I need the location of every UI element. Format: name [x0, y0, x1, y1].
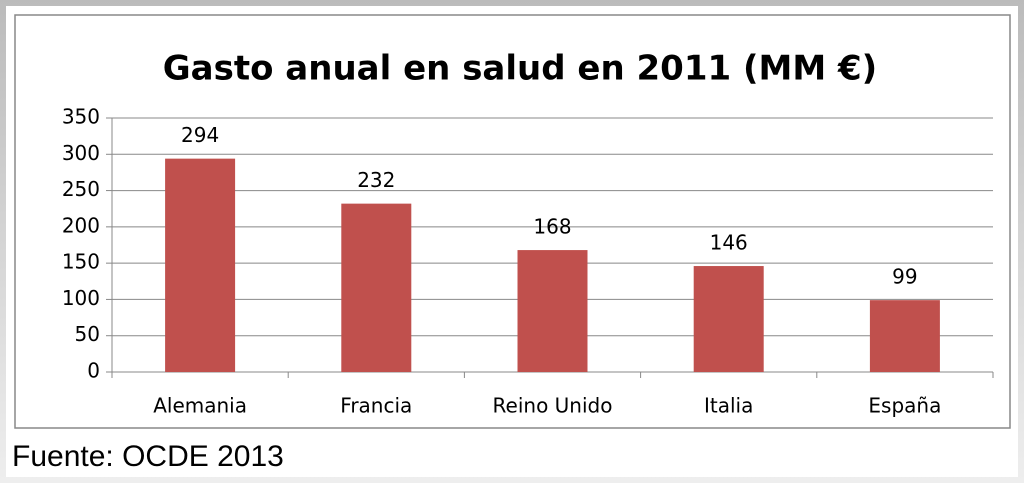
- x-tick-label: España: [868, 394, 941, 418]
- x-tick-label: Reino Unido: [493, 394, 613, 418]
- x-tick-label: Alemania: [153, 394, 247, 418]
- data-label: 99: [892, 265, 917, 289]
- data-label: 232: [357, 168, 395, 192]
- data-label: 294: [181, 123, 219, 147]
- y-tick-label: 200: [62, 213, 100, 237]
- y-tick-label: 50: [75, 322, 100, 346]
- bar: [165, 158, 236, 372]
- y-tick-label: 150: [62, 250, 100, 274]
- chart-title: Gasto anual en salud en 2011 (MM €): [163, 49, 877, 89]
- bar: [341, 203, 412, 372]
- bar: [869, 300, 940, 372]
- y-tick-label: 100: [62, 286, 100, 310]
- data-label: 146: [710, 231, 748, 255]
- y-tick-label: 350: [62, 105, 100, 129]
- x-tick-label: Italia: [704, 394, 753, 418]
- y-tick-label: 0: [87, 359, 100, 383]
- bar: [693, 266, 764, 372]
- y-tick-label: 250: [62, 177, 100, 201]
- bar: [517, 250, 588, 372]
- x-tick-label: Francia: [340, 394, 412, 418]
- source-note: Fuente: OCDE 2013: [12, 440, 284, 473]
- data-label: 168: [533, 215, 571, 239]
- y-tick-label: 300: [62, 141, 100, 165]
